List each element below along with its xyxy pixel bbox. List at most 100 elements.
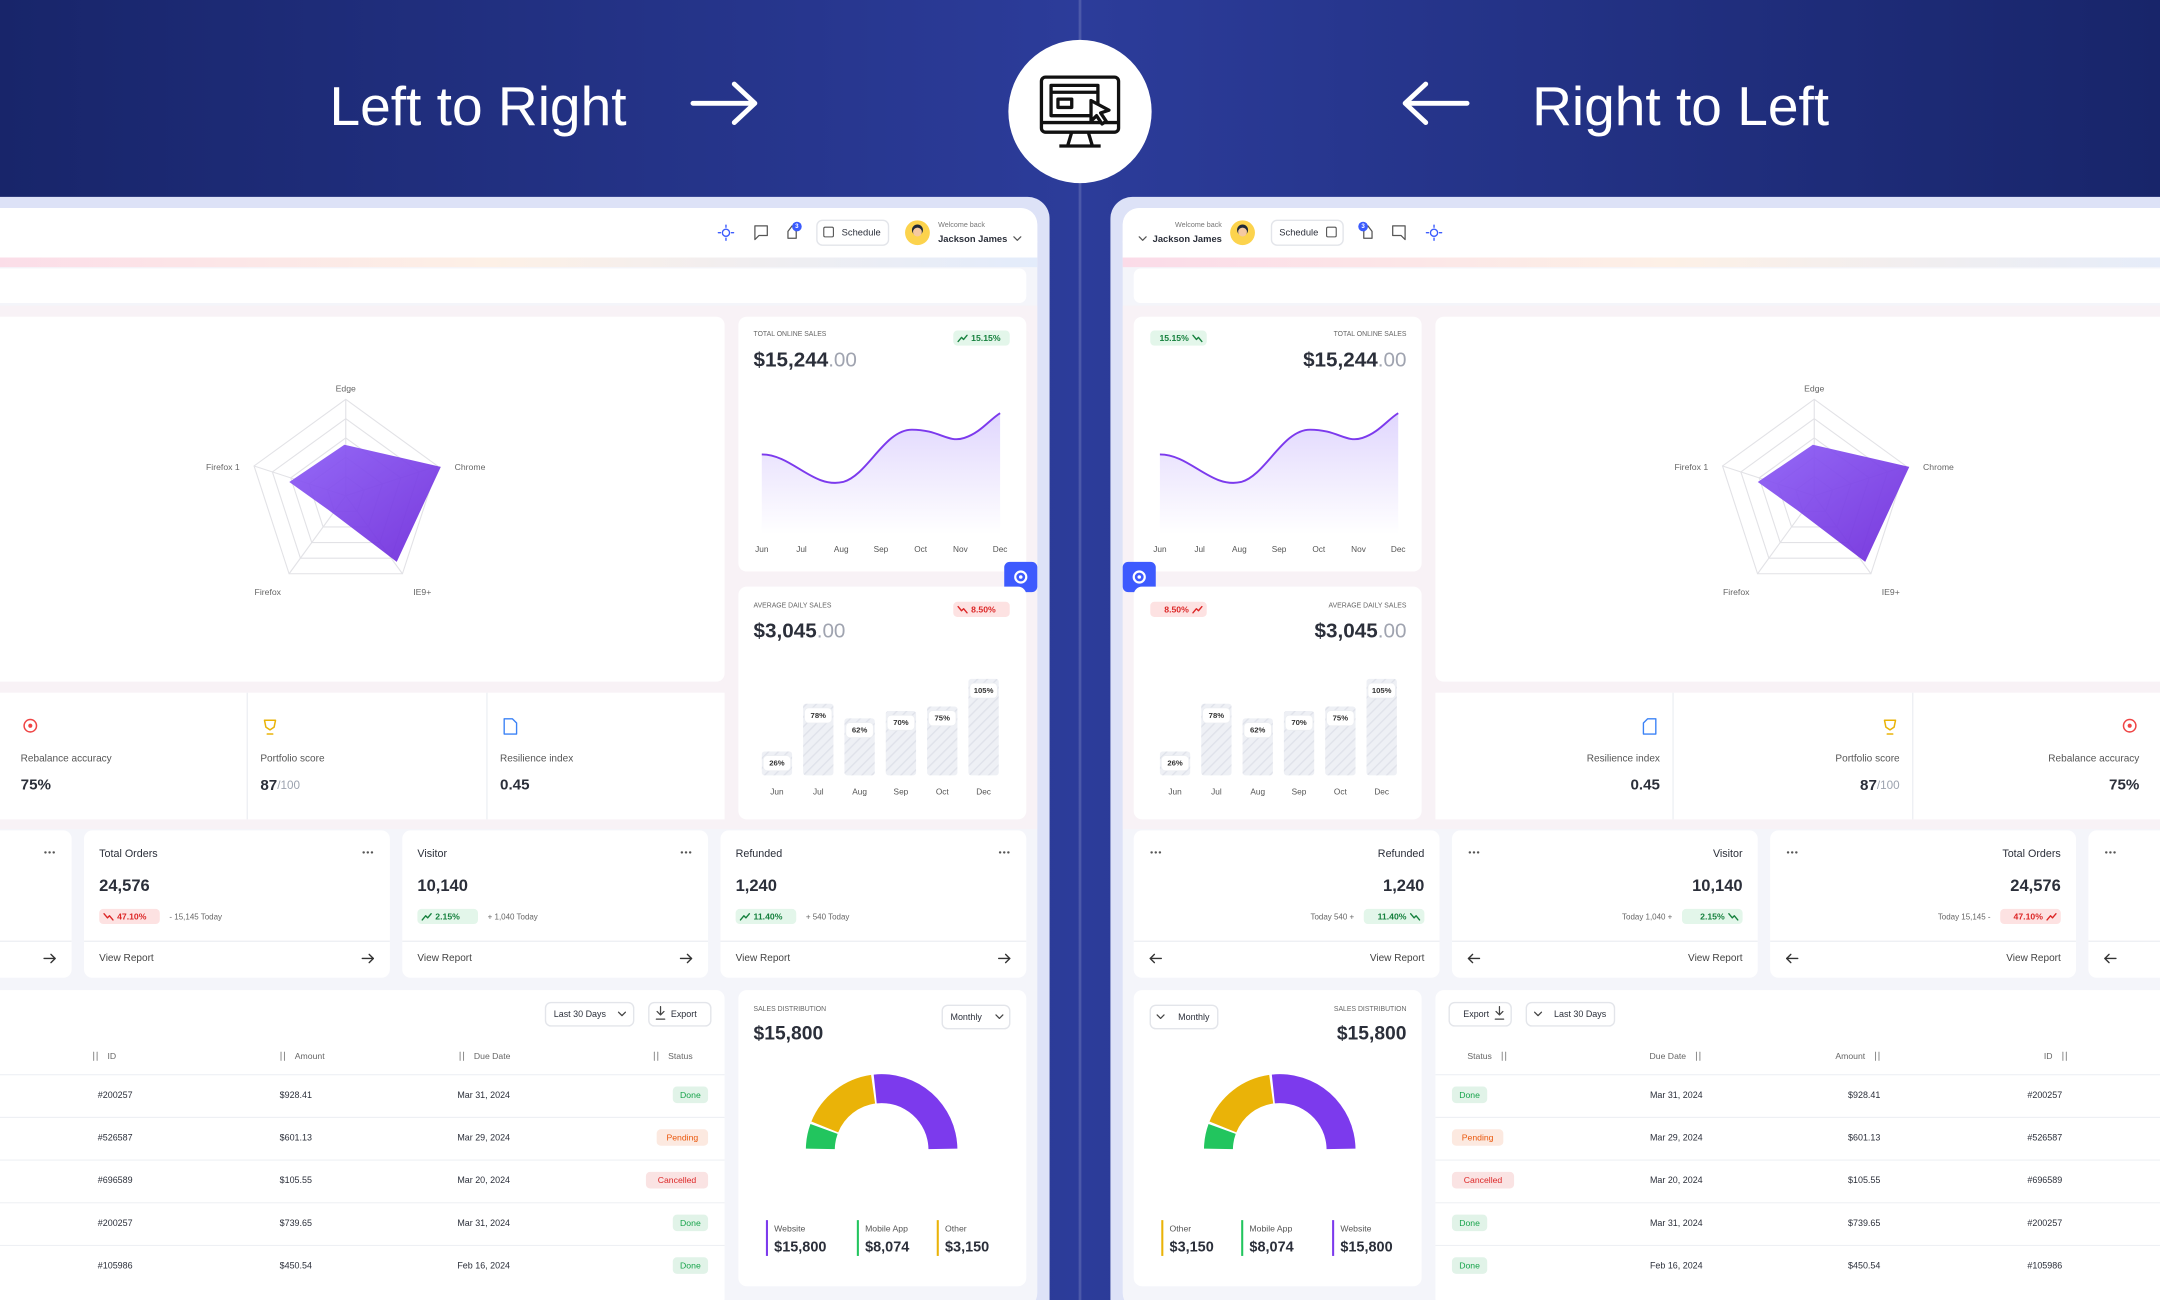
menu-dot	[366, 851, 370, 854]
stat-separator	[1451, 940, 1758, 942]
stat-separator	[1133, 940, 1440, 942]
menu-dot	[1158, 851, 1162, 854]
metric-label: Resilience index	[1587, 753, 1660, 764]
bar-label: 75%	[935, 714, 951, 723]
amount: $15,244.00	[754, 348, 857, 371]
x-tick-label: Aug	[1232, 545, 1247, 554]
view-report: View Report	[2006, 953, 2061, 964]
bar-label: 26%	[1167, 759, 1183, 768]
stat-title: Refunded	[736, 848, 783, 860]
topbar-base	[1122, 240, 2160, 258]
filter-button	[544, 1001, 635, 1027]
bar	[1366, 678, 1397, 776]
search-bar	[1133, 268, 2160, 303]
metric-value: 0.45	[1630, 776, 1659, 793]
menu-dot	[2113, 851, 2116, 854]
bar-label: 62%	[1250, 726, 1266, 735]
arrow-head	[50, 953, 56, 964]
legend-value: $15,800	[1340, 1240, 1392, 1256]
icon-circle	[1008, 39, 1152, 184]
badge-text: 2.15%	[435, 911, 460, 921]
arrow-head	[1004, 953, 1011, 964]
stat-card	[2088, 830, 2160, 978]
monitor-screen	[1039, 75, 1121, 134]
metrics-row	[1435, 692, 2160, 820]
stat-value: 1,240	[1383, 876, 1424, 895]
stat-separator	[2088, 940, 2160, 942]
cell: Mar 31, 2024	[1650, 1218, 1703, 1228]
card-label: SALES DISTRIBUTION	[754, 1006, 827, 1013]
metric-value: 87/100	[1860, 776, 1900, 793]
radar-ring	[1721, 398, 1907, 575]
column-header: ID	[2044, 1051, 2053, 1061]
topbar-base	[0, 240, 1038, 258]
filter-text: Last 30 Days	[1554, 1009, 1607, 1019]
status-text: Done	[680, 1261, 701, 1271]
legend-value: $3,150	[1170, 1240, 1214, 1256]
target-icon-dot	[28, 723, 33, 728]
trend-icon	[421, 913, 432, 921]
gear-icon	[1132, 570, 1146, 584]
trend-icon	[957, 605, 968, 614]
metric-value-main: 87	[1860, 776, 1877, 793]
cell: $739.65	[1848, 1218, 1880, 1228]
period-button	[1149, 1004, 1219, 1030]
cell: $928.41	[280, 1090, 312, 1100]
status-text: Pending	[666, 1133, 698, 1143]
stat-value: 24,576	[99, 876, 150, 895]
direction-arrows	[690, 81, 1470, 125]
column-header: ID	[107, 1051, 116, 1061]
gear-center	[1018, 575, 1023, 579]
status-text: Done	[680, 1090, 701, 1100]
notification-dot	[1358, 221, 1368, 232]
x-tick-label: Aug	[852, 787, 867, 796]
row-line	[1435, 1244, 2160, 1247]
stat-today: + 540 Today	[806, 913, 850, 922]
x-tick-label: Sep	[1292, 787, 1307, 796]
chart: Jun Jul Aug Sep Oct Nov Dec	[1153, 412, 1406, 554]
bar-label-pill	[845, 722, 874, 739]
cursor	[1089, 98, 1111, 126]
chat-icon	[1392, 225, 1406, 241]
arrow-head	[1785, 953, 1792, 964]
metric-value: 0.45	[500, 776, 529, 793]
bar-label-pill	[1367, 682, 1396, 699]
menu-dot	[52, 851, 55, 854]
x-tick-label: Aug	[834, 545, 849, 554]
period-button	[941, 1004, 1011, 1030]
radar-shape	[289, 444, 441, 562]
cell: $450.54	[280, 1261, 312, 1271]
radar-label: Chrome	[455, 462, 486, 472]
ltr-title: Left to Right	[329, 75, 626, 137]
menu-dot	[1795, 851, 1798, 854]
x-tick-label: Dec	[993, 545, 1008, 554]
view-report: View Report	[1688, 953, 1743, 964]
card-label: AVERAGE DAILY SALES	[1329, 602, 1407, 609]
strip	[1122, 257, 2160, 268]
menu-dot	[1150, 851, 1153, 854]
badge	[1150, 330, 1207, 346]
menu-dot	[998, 851, 1002, 854]
donut-segment	[1209, 1074, 1274, 1133]
filter-chevron	[1533, 1011, 1543, 1017]
view-report: View Report	[736, 953, 791, 964]
calendar-icon	[1326, 226, 1337, 238]
stat-today: - 15,145 Today	[169, 913, 222, 922]
column-header: Due Date	[1650, 1051, 1687, 1061]
card-label: SALES DISTRIBUTION	[1334, 1006, 1407, 1013]
line	[1159, 412, 1399, 484]
cell: #200257	[98, 1090, 133, 1100]
column-header: Status	[668, 1051, 693, 1061]
status-badge	[672, 1214, 709, 1232]
period-chevron	[995, 1014, 1004, 1019]
cell: Mar 20, 2024	[1650, 1175, 1703, 1185]
stat-today: + 1,040 Today	[488, 913, 538, 922]
notification-dot	[792, 221, 802, 232]
amount-decimals: .00	[817, 619, 846, 642]
metrics-row	[0, 692, 725, 820]
menu-dot	[1154, 851, 1158, 854]
line-area	[1159, 413, 1399, 535]
stat-today: Today 15,145 -	[1938, 913, 1991, 922]
legend-value: $3,150	[945, 1240, 989, 1256]
menu-dot	[2109, 851, 2112, 854]
